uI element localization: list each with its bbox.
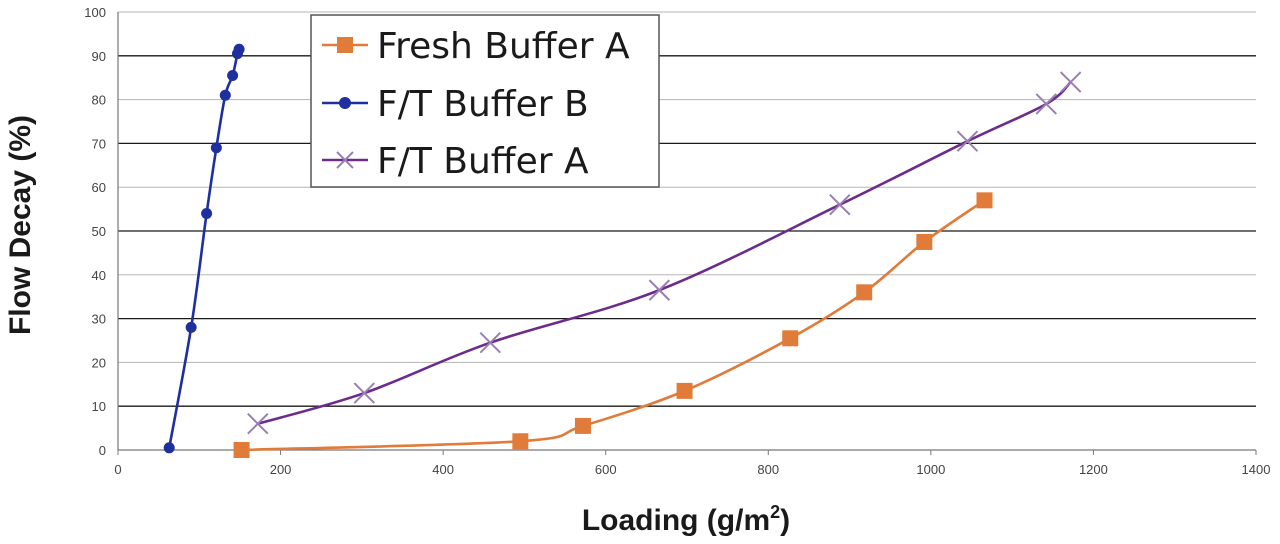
y-tick-label: 10 bbox=[92, 399, 106, 414]
x-tick-label: 200 bbox=[270, 462, 292, 477]
gridlines bbox=[118, 11, 1256, 407]
x-axis-title-close: ) bbox=[780, 504, 790, 537]
data-point bbox=[782, 330, 799, 347]
legend-entry-fresh-buffer-a: Fresh Buffer A bbox=[322, 26, 630, 67]
data-point bbox=[916, 233, 933, 250]
data-point bbox=[353, 382, 376, 404]
x-tick-label: 800 bbox=[757, 462, 779, 477]
series-2 bbox=[247, 71, 1082, 435]
data-point bbox=[676, 382, 693, 399]
data-point bbox=[976, 192, 993, 209]
y-tick-label: 30 bbox=[92, 312, 106, 327]
data-point bbox=[233, 442, 250, 458]
series-1 bbox=[163, 43, 245, 454]
data-point bbox=[210, 142, 222, 154]
x-tick-label: 1200 bbox=[1079, 462, 1108, 477]
y-tick-label: 20 bbox=[92, 355, 106, 370]
x-marker-icon bbox=[336, 151, 354, 169]
y-tick-label: 0 bbox=[99, 443, 106, 458]
y-tick-label: 50 bbox=[92, 224, 106, 239]
series-layer bbox=[163, 43, 1082, 458]
data-point bbox=[479, 331, 501, 354]
axes bbox=[117, 12, 1257, 455]
data-point bbox=[856, 284, 873, 301]
data-point bbox=[829, 194, 851, 216]
data-point bbox=[512, 433, 529, 450]
data-point bbox=[227, 70, 239, 82]
y-tick-label: 70 bbox=[92, 136, 106, 151]
x-tick-label: 400 bbox=[432, 462, 454, 477]
x-tick-label: 0 bbox=[114, 462, 121, 477]
x-tick-label: 1000 bbox=[916, 462, 945, 477]
series-line bbox=[241, 199, 986, 452]
legend-entry-ft-buffer-b: F/T Buffer B bbox=[322, 84, 589, 125]
square-marker-icon bbox=[337, 37, 353, 53]
data-point bbox=[1059, 71, 1082, 93]
data-point bbox=[956, 130, 979, 152]
y-tick-label: 40 bbox=[92, 268, 106, 283]
y-tick-labels: 0 10 20 30 40 50 60 70 80 90 100 bbox=[84, 5, 106, 458]
x-tick-label: 1400 bbox=[1242, 462, 1271, 477]
x-axis-title-main: Loading (g/m bbox=[582, 504, 770, 537]
y-tick-label: 80 bbox=[92, 93, 106, 108]
y-tick-label: 60 bbox=[92, 180, 106, 195]
x-tick-labels: 0 200 400 600 800 1000 1200 1400 bbox=[114, 462, 1270, 477]
data-point bbox=[163, 442, 175, 454]
circle-marker-icon bbox=[339, 97, 351, 109]
legend-label-ft-buffer-a: F/T Buffer A bbox=[377, 141, 589, 182]
x-axis-title-superscript: 2 bbox=[770, 502, 780, 522]
legend: Fresh Buffer A F/T Buffer B F/T Buffer A bbox=[310, 14, 660, 188]
data-point bbox=[201, 207, 213, 219]
series-0 bbox=[233, 192, 993, 458]
data-point bbox=[574, 417, 591, 434]
legend-label-ft-buffer-b: F/T Buffer B bbox=[377, 84, 589, 125]
legend-label-fresh-buffer-a: Fresh Buffer A bbox=[377, 26, 630, 67]
data-point bbox=[648, 279, 671, 301]
legend-box bbox=[310, 14, 660, 188]
data-point bbox=[185, 321, 197, 333]
data-point bbox=[247, 413, 269, 435]
x-tick-label: 600 bbox=[595, 462, 617, 477]
y-axis-title: Flow Decay (%) bbox=[4, 115, 37, 335]
series-line bbox=[257, 81, 1072, 425]
data-point bbox=[219, 89, 231, 101]
data-point bbox=[1035, 93, 1057, 115]
y-tick-label: 90 bbox=[92, 49, 106, 64]
y-tick-label: 100 bbox=[84, 5, 106, 20]
data-point bbox=[233, 43, 245, 55]
x-axis-title: Loading (g/m2) bbox=[582, 502, 790, 537]
legend-entry-ft-buffer-a: F/T Buffer A bbox=[322, 141, 589, 182]
series-line bbox=[167, 48, 241, 449]
